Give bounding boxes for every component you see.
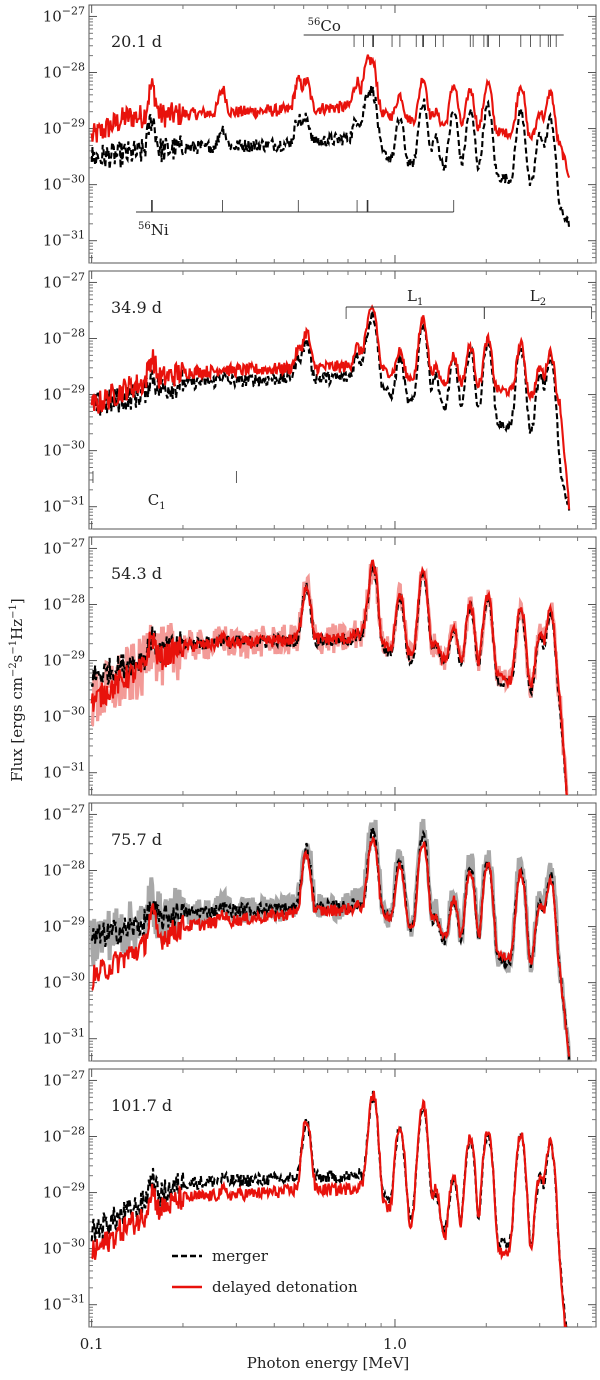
y-tick-label: 10−29 [43, 1181, 85, 1202]
y-tick-label: 10−31 [43, 1293, 85, 1314]
panel-label: 75.7 d [111, 830, 162, 849]
annotation-c: C1 [92, 471, 237, 512]
panel-3: 10−27 10−28 10−29 10−30 10−31 75.7 d [43, 802, 597, 1062]
y-axis-title-flux: Flux [ergs cm [8, 677, 26, 782]
panel-plot-area [89, 818, 572, 1061]
x-tick-label: 0.1 [80, 1335, 104, 1353]
y-tick-label: 10−27 [43, 1068, 85, 1089]
y-axis-title-hz: Hz [8, 619, 26, 640]
y-axis-title: Flux [ergs cm−2s−1Hz−1] [8, 598, 26, 781]
annotation-ni: 56Ni [135, 200, 455, 239]
series-merger [90, 1090, 568, 1327]
series-merger [90, 562, 568, 795]
series-delayed-detonation [91, 835, 571, 1057]
y-tick-label: 10−29 [43, 649, 85, 670]
panel-plot-area [90, 1090, 568, 1327]
series-delayed-detonation [90, 559, 568, 795]
series-delayed-detonation [90, 304, 571, 510]
panel-label: 20.1 d [111, 32, 162, 51]
panel-4: 10−27 10−28 10−29 10−30 10−31 101.7 d [43, 1068, 597, 1328]
series-merger [90, 84, 571, 229]
x-axis-title: Photon energy [MeV] [247, 1354, 409, 1372]
panel-0: 10−27 10−28 10−29 10−30 10−31 20.1 d 56Co 56Ni [43, 4, 597, 264]
y-axis-title-s: s [8, 655, 26, 663]
legend-label-delayed-detonation: delayed detonation [212, 1278, 358, 1296]
y-axis-title-exp: −1 [8, 604, 19, 619]
y-tick-label: 10−28 [43, 593, 85, 614]
legend: merger delayed detonation [172, 1247, 358, 1296]
panel-2: 10−27 10−28 10−29 10−30 10−31 54.3 d [43, 536, 597, 796]
series-delayed-detonation [91, 1090, 567, 1327]
y-tick-label: 10−30 [43, 173, 85, 194]
y-tick-label: 10−30 [43, 439, 85, 460]
annotation-label: L2 [530, 287, 546, 308]
y-tick-label: 10−30 [43, 971, 85, 992]
panel-label: 101.7 d [111, 1096, 172, 1115]
annotation-label: 56Co [308, 17, 341, 35]
x-axis-labels: 0.1 1.0 [80, 1335, 407, 1353]
annotation-label: 56Ni [138, 221, 169, 239]
y-tick-label: 10−29 [43, 383, 85, 404]
legend-label-merger: merger [212, 1247, 269, 1265]
panel-frame [88, 270, 597, 530]
y-tick-label: 10−29 [43, 915, 85, 936]
panel-label: 34.9 d [111, 298, 162, 317]
series-spread-delayed-detonation [90, 563, 569, 795]
y-tick-label: 10−30 [43, 1237, 85, 1258]
panel-plot-area [90, 304, 571, 511]
y-axis-title-close: ] [8, 598, 26, 604]
y-tick-label: 10−31 [43, 229, 85, 250]
annotation-l: L1 [345, 287, 485, 319]
annotation-label: C1 [148, 491, 166, 512]
y-axis-title-exp: −1 [8, 640, 19, 655]
annotation-label: L1 [407, 287, 423, 308]
y-tick-label: 10−31 [43, 761, 85, 782]
y-tick-label: 10−31 [43, 1027, 85, 1048]
y-tick-label: 10−29 [43, 117, 85, 138]
series-delayed-detonation [90, 54, 571, 178]
panel-label: 54.3 d [111, 564, 162, 583]
panel-plot-area [90, 559, 569, 795]
series-merger [90, 310, 571, 511]
annotation-l: L2 [483, 287, 593, 319]
y-tick-label: 10−30 [43, 705, 85, 726]
panel-plot-area [90, 54, 571, 229]
annotation-co: 56Co [303, 17, 564, 47]
y-tick-label: 10−28 [43, 61, 85, 82]
y-tick-label: 10−27 [43, 4, 85, 25]
y-tick-label: 10−27 [43, 270, 85, 291]
y-tick-label: 10−28 [43, 327, 85, 348]
x-tick-label: 1.0 [383, 1335, 407, 1353]
y-tick-label: 10−31 [43, 495, 85, 516]
y-tick-label: 10−28 [43, 1125, 85, 1146]
y-tick-label: 10−27 [43, 536, 85, 557]
y-tick-label: 10−28 [43, 859, 85, 880]
y-axis-title-exp: −2 [8, 662, 19, 677]
panel-1: 10−27 10−28 10−29 10−30 10−31 34.9 d L1 L2 C1 [43, 270, 597, 530]
y-tick-label: 10−27 [43, 802, 85, 823]
